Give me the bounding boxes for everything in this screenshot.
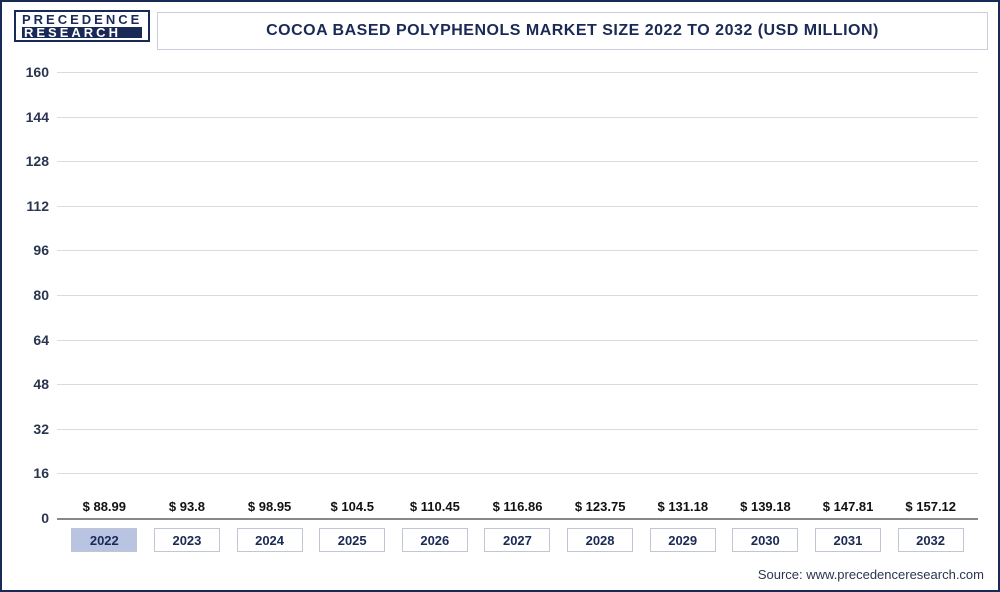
x-tick-label: 2028 xyxy=(567,528,633,552)
x-tick-label: 2030 xyxy=(732,528,798,552)
bar-value-label: $ 157.12 xyxy=(905,499,956,514)
bar-value-label: $ 131.18 xyxy=(657,499,708,514)
bar-value-label: $ 110.45 xyxy=(410,499,460,514)
bar-value-label: $ 116.86 xyxy=(493,499,543,514)
y-tick-label: 32 xyxy=(33,421,57,437)
x-tick-label: 2022 xyxy=(71,528,137,552)
x-tick-label: 2029 xyxy=(650,528,716,552)
x-tick-label: 2032 xyxy=(898,528,964,552)
source-text: Source: www.precedenceresearch.com xyxy=(758,567,984,582)
y-tick-label: 144 xyxy=(26,109,57,125)
gridline xyxy=(57,206,978,207)
bar-value-label: $ 147.81 xyxy=(823,499,874,514)
y-tick-label: 112 xyxy=(26,198,57,214)
y-tick-label: 0 xyxy=(41,510,57,526)
chart-container: PRECEDENCE RESEARCH COCOA BASED POLYPHEN… xyxy=(0,0,1000,592)
gridline xyxy=(57,295,978,296)
gridline xyxy=(57,473,978,474)
plot-area: $ 88.99 $ 93.8 $ 98.95 $ 104.5 $ 110.45 $ 116… xyxy=(57,72,978,520)
bar-value-label: $ 88.99 xyxy=(83,499,126,514)
logo-line-2: RESEARCH xyxy=(22,27,142,39)
gridline xyxy=(57,340,978,341)
x-tick-label: 2023 xyxy=(154,528,220,552)
gridline xyxy=(57,117,978,118)
x-tick-label: 2024 xyxy=(237,528,303,552)
y-tick-label: 96 xyxy=(33,242,57,258)
y-tick-label: 128 xyxy=(26,153,57,169)
gridline xyxy=(57,250,978,251)
x-axis-labels: 2022 2023 2024 2025 2026 2027 2028 2029 2030 2031… xyxy=(57,528,978,558)
bar-value-label: $ 123.75 xyxy=(575,499,626,514)
logo-line-1: PRECEDENCE xyxy=(22,14,142,26)
gridline xyxy=(57,384,978,385)
x-tick-label: 2026 xyxy=(402,528,468,552)
y-tick-label: 64 xyxy=(33,332,57,348)
bar-value-label: $ 98.95 xyxy=(248,499,291,514)
gridline xyxy=(57,161,978,162)
x-tick-label: 2027 xyxy=(484,528,550,552)
y-tick-label: 16 xyxy=(33,465,57,481)
bar-value-label: $ 93.8 xyxy=(169,499,205,514)
x-tick-label: 2031 xyxy=(815,528,881,552)
brand-logo: PRECEDENCE RESEARCH xyxy=(14,10,150,42)
y-tick-label: 80 xyxy=(33,287,57,303)
bar-value-label: $ 139.18 xyxy=(740,499,791,514)
y-tick-label: 48 xyxy=(33,376,57,392)
y-tick-label: 160 xyxy=(26,64,57,80)
gridline xyxy=(57,429,978,430)
chart-title: COCOA BASED POLYPHENOLS MARKET SIZE 2022… xyxy=(266,22,879,40)
gridline xyxy=(57,72,978,73)
chart-title-bar: COCOA BASED POLYPHENOLS MARKET SIZE 2022… xyxy=(157,12,988,50)
bar-value-label: $ 104.5 xyxy=(331,499,374,514)
x-tick-label: 2025 xyxy=(319,528,385,552)
